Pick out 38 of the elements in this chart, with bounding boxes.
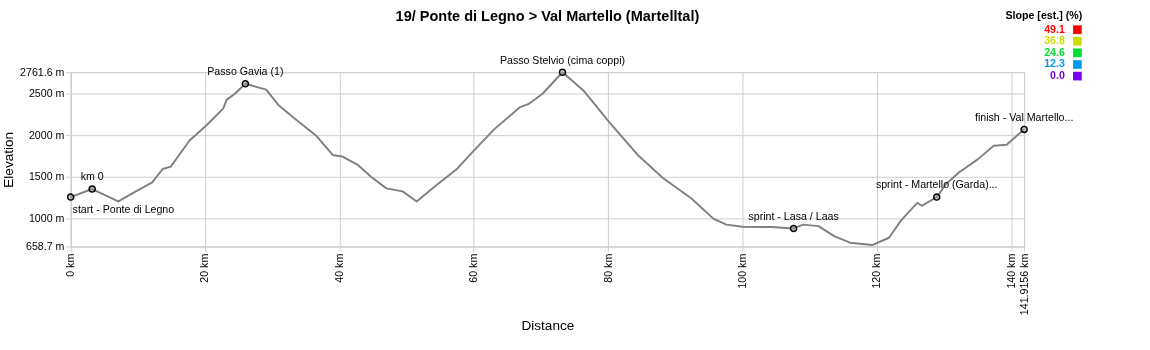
x-tick-label: 120 km xyxy=(870,253,883,289)
point xyxy=(66,193,75,201)
y-tick-label: 1000 m xyxy=(28,211,65,224)
chart-title: 19/ Ponte di Legno > Val Martello (Martelltal) xyxy=(395,7,700,24)
x-tick-label: 100 km xyxy=(735,253,748,289)
point xyxy=(1020,125,1028,134)
color-bar-label: 49.1 xyxy=(1044,22,1065,35)
point xyxy=(241,80,250,88)
y-tick-label: 1500 m xyxy=(28,170,65,183)
point xyxy=(558,68,567,77)
x-tick-label: 40 km xyxy=(332,253,345,283)
color-bar-label: 0.0 xyxy=(1050,69,1065,82)
color-bar-label: 24.6 xyxy=(1044,45,1065,58)
color-bar-title: Slope [est.] (%) xyxy=(1005,8,1083,21)
y-tick-label: 2500 m xyxy=(28,87,65,100)
color-bar-label: 36.8 xyxy=(1044,34,1065,47)
color-bar-label: 12.3 xyxy=(1044,57,1065,70)
x-tick-label: 141.9156 km xyxy=(1017,253,1030,316)
y-tick-label: 2000 m xyxy=(28,128,65,141)
y-tick-label: 2761.6 m xyxy=(20,65,65,78)
annotation: sprint - Martello (Garda)... xyxy=(875,178,998,191)
annotation: finish - Val Martello... xyxy=(974,110,1074,123)
y-axis-title: Elevation xyxy=(1,131,17,188)
x-tick-label: 0 km xyxy=(64,253,77,277)
x-tick-label: 140 km xyxy=(1004,253,1017,289)
x-tick-label: 20 km xyxy=(198,253,211,283)
point xyxy=(789,224,798,233)
point xyxy=(932,193,941,201)
point xyxy=(88,185,96,193)
annotation: sprint - Lasa / Laas xyxy=(748,209,839,222)
y-tick-label: 658.7 m xyxy=(25,239,65,252)
annotation: start - Ponte di Legno xyxy=(72,202,175,215)
x-tick-label: 60 km xyxy=(467,253,480,283)
annotation: km 0 xyxy=(80,170,104,183)
annotation: Passo Stelvio (cima coppi) xyxy=(499,53,626,66)
x-tick-label: 80 km xyxy=(601,253,614,283)
x-axis-title: Distance xyxy=(521,317,575,333)
annotation: Passo Gavia (1) xyxy=(207,65,284,78)
